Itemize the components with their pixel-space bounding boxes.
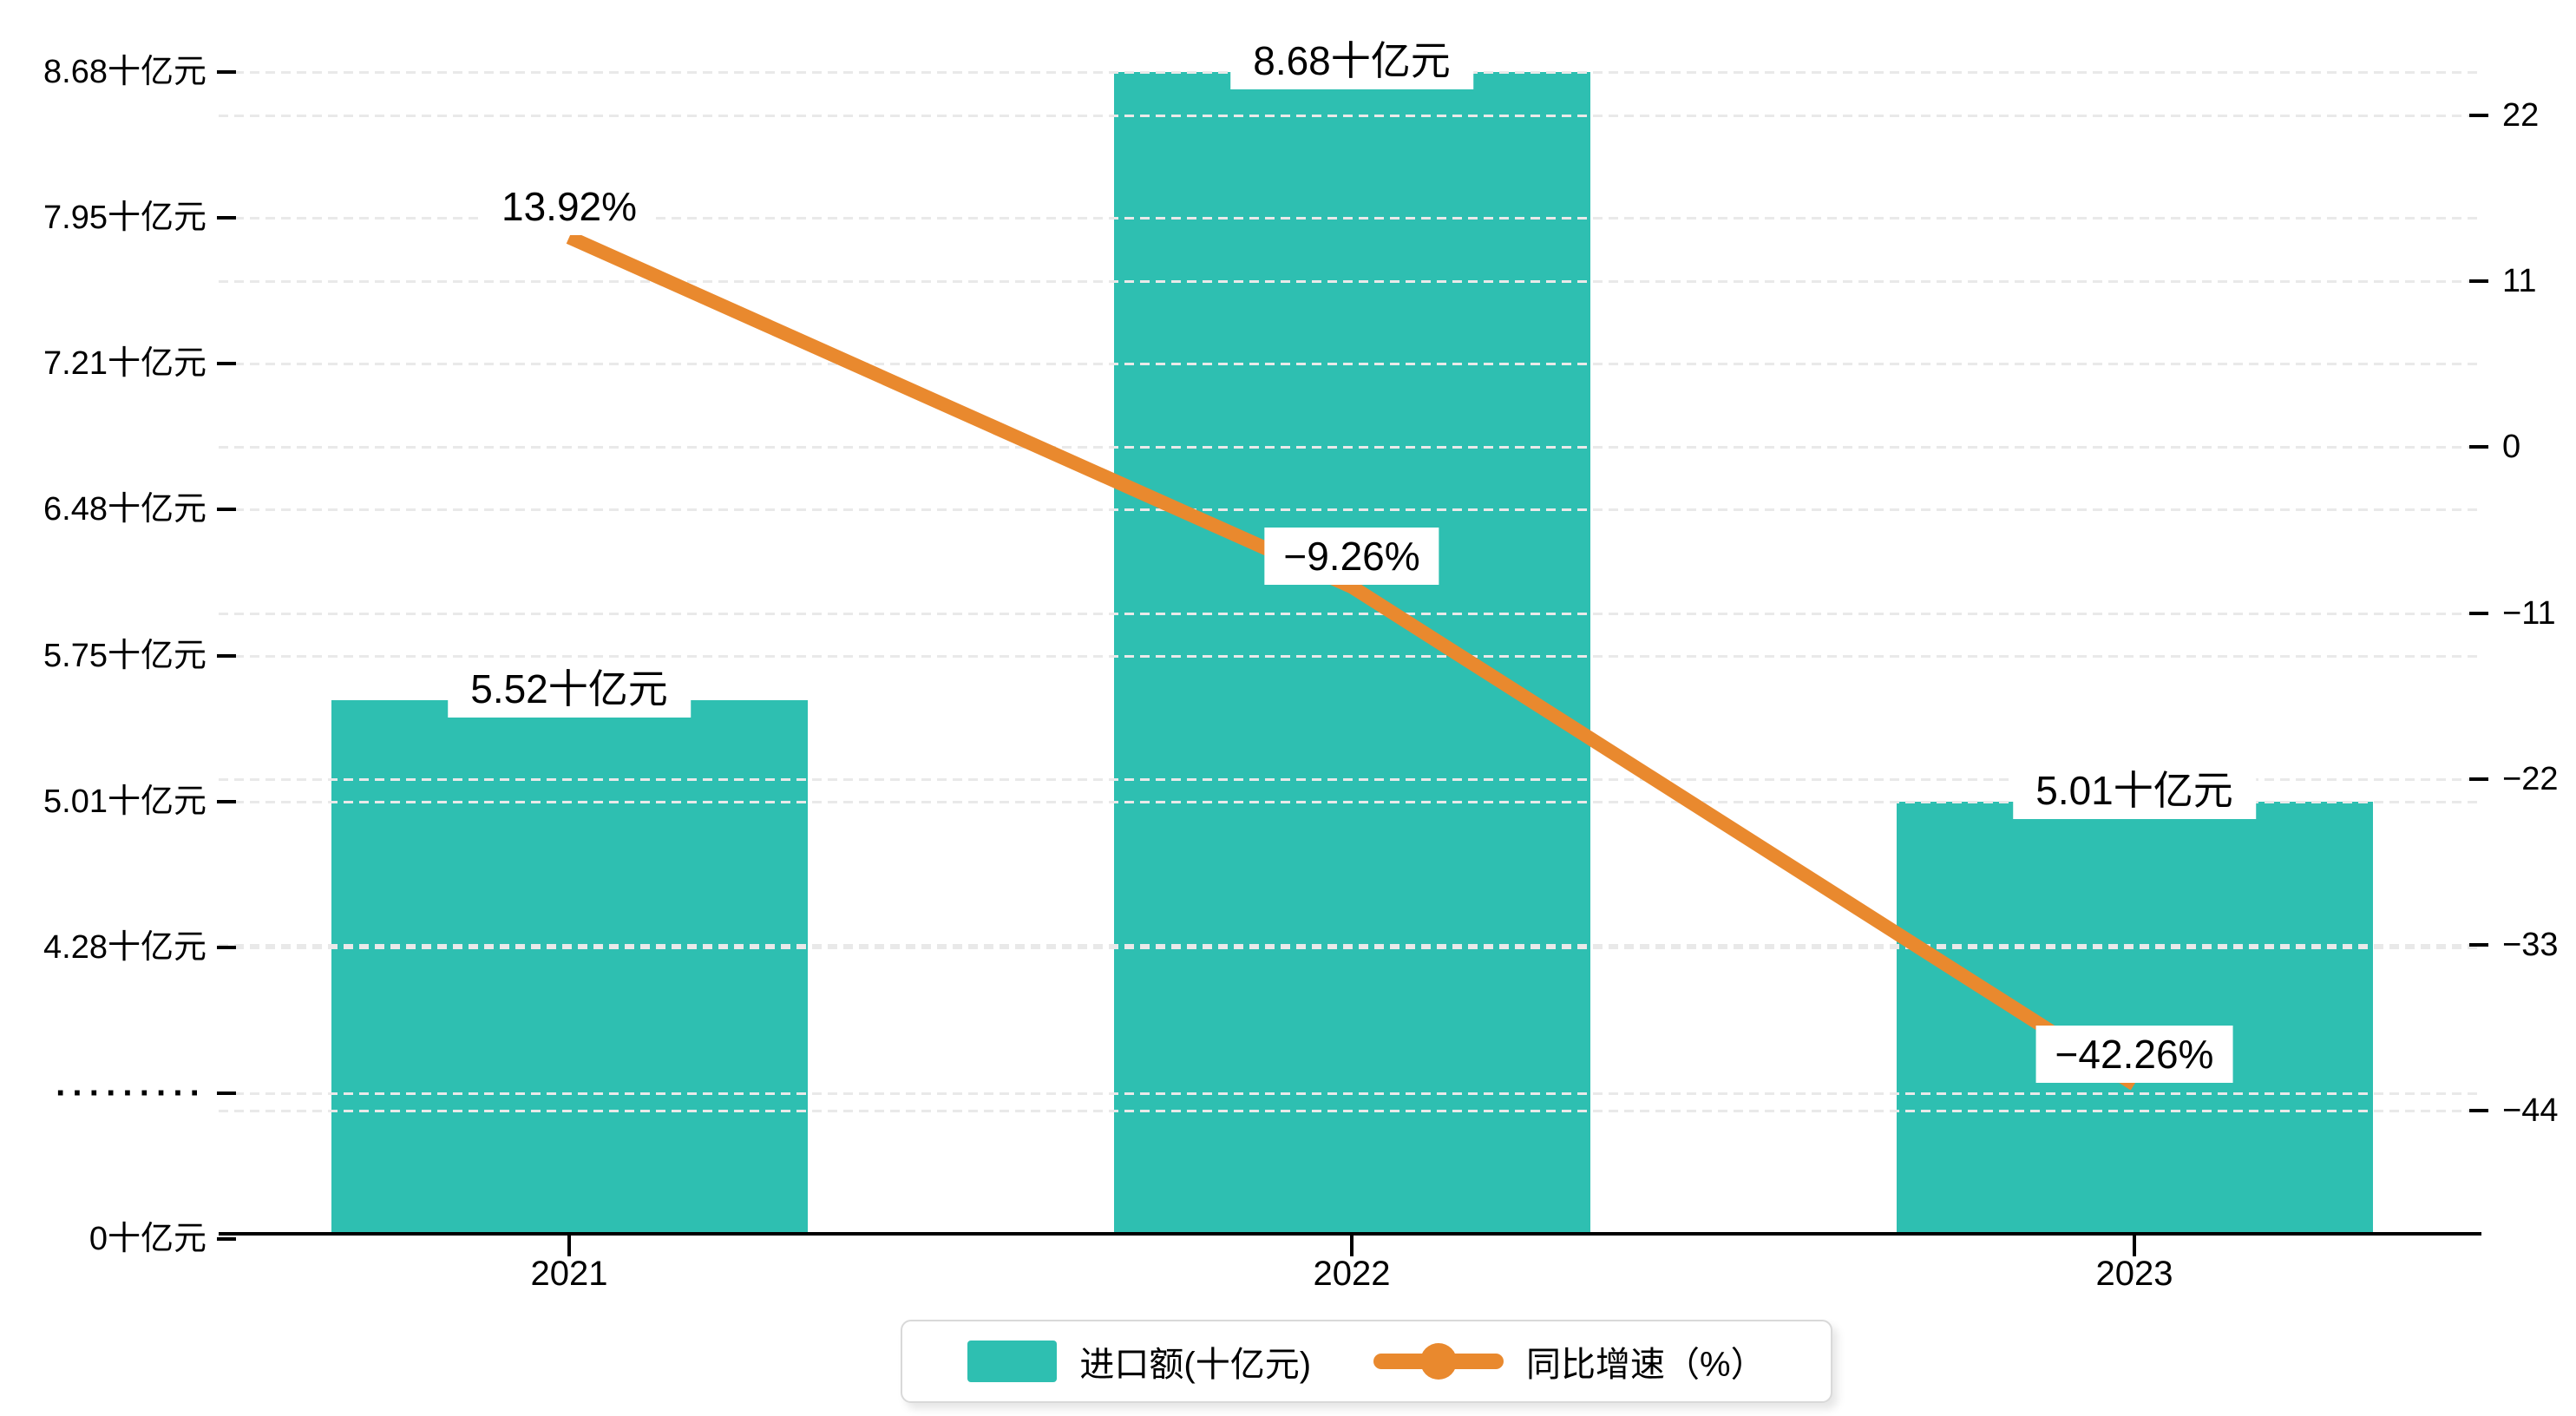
- left-axis-tick-label: 7.21十亿元: [43, 345, 206, 383]
- gridline: [219, 612, 2481, 615]
- x-axis-line: [219, 1232, 2481, 1236]
- legend: 进口额(十亿元) 同比增速（%）: [901, 1320, 1832, 1403]
- legend-item-growth[interactable]: 同比增速（%）: [1373, 1336, 1766, 1386]
- right-axis-tick-label: 22: [2502, 97, 2540, 134]
- line-series-dot-icon: [1420, 1343, 1458, 1380]
- right-axis-tick-mark: [2469, 942, 2488, 947]
- gridline: [219, 446, 2481, 449]
- bar-2022: [1113, 72, 1590, 1234]
- bar-series-swatch-icon: [967, 1341, 1058, 1382]
- x-axis-label-2021: 2021: [530, 1255, 608, 1293]
- gridline: [219, 654, 2481, 658]
- line-series-swatch-icon: [1373, 1343, 1504, 1380]
- x-axis-tick: [567, 1236, 571, 1256]
- growth-value-label: 13.92%: [482, 178, 657, 236]
- x-axis-tick: [1350, 1236, 1354, 1256]
- left-axis-tick-mark: [217, 216, 236, 220]
- right-axis-tick-mark: [2469, 777, 2488, 781]
- right-axis-tick-mark: [2469, 445, 2488, 449]
- right-axis-tick-mark: [2469, 611, 2488, 615]
- x-axis-label-2023: 2023: [2095, 1255, 2173, 1293]
- gridline: [219, 115, 2481, 117]
- right-axis-tick-label: 11: [2502, 263, 2537, 300]
- gridline: [219, 280, 2481, 284]
- gridline: [219, 508, 2481, 512]
- gridline: [219, 363, 2481, 366]
- right-axis-tick-mark: [2469, 114, 2488, 117]
- left-axis-tick-mark: [217, 508, 236, 512]
- x-axis-label-2022: 2022: [1313, 1255, 1391, 1293]
- left-axis-tick-label: ·········: [56, 1073, 206, 1112]
- growth-value-label: −42.26%: [2035, 1025, 2233, 1083]
- legend-item-imports[interactable]: 进口额(十亿元): [967, 1336, 1311, 1386]
- left-axis-tick-mark: [217, 945, 236, 949]
- legend-label-growth: 同比增速（%）: [1526, 1346, 1766, 1384]
- left-axis-tick-mark: [217, 799, 236, 803]
- left-axis-tick-mark: [217, 1237, 236, 1241]
- gridline: [219, 1110, 2481, 1112]
- left-axis-tick-label: 5.01十亿元: [43, 783, 206, 820]
- gridline: [219, 943, 2481, 947]
- left-axis-tick-mark: [217, 362, 236, 366]
- left-axis-tick-mark: [217, 1091, 236, 1095]
- left-axis-tick-label: 0十亿元: [88, 1221, 206, 1257]
- right-axis-tick-mark: [2469, 279, 2488, 284]
- right-axis-tick-label: −22: [2502, 760, 2559, 797]
- left-axis-tick-label: 5.75十亿元: [43, 637, 206, 674]
- left-axis-tick-label: 7.95十亿元: [43, 200, 206, 237]
- left-axis-tick-label: 4.28十亿元: [43, 928, 206, 966]
- legend-label-imports: 进口额(十亿元): [1079, 1346, 1312, 1384]
- left-axis-tick-label: 8.68十亿元: [43, 54, 206, 90]
- left-axis-tick-mark: [217, 653, 236, 658]
- growth-value-label: −9.26%: [1264, 528, 1439, 586]
- bar-2023: [1896, 802, 2373, 1234]
- gridline: [219, 946, 2481, 949]
- left-axis-tick-mark: [217, 70, 236, 74]
- x-axis-tick: [2133, 1236, 2136, 1256]
- gridline: [219, 217, 2481, 220]
- left-axis-tick-label: 6.48十亿元: [43, 491, 206, 528]
- bar-value-label: 5.01十亿元: [2013, 762, 2256, 820]
- bar-value-label: 5.52十亿元: [448, 660, 691, 718]
- right-axis-tick-label: −44: [2502, 1092, 2559, 1129]
- right-axis-tick-mark: [2469, 1109, 2488, 1112]
- gridline: [219, 1092, 2481, 1095]
- right-axis-tick-label: −11: [2502, 594, 2556, 632]
- bar-value-label: 8.68十亿元: [1230, 32, 1473, 89]
- right-axis-tick-label: −33: [2502, 926, 2559, 963]
- right-axis-tick-label: 0: [2502, 429, 2521, 466]
